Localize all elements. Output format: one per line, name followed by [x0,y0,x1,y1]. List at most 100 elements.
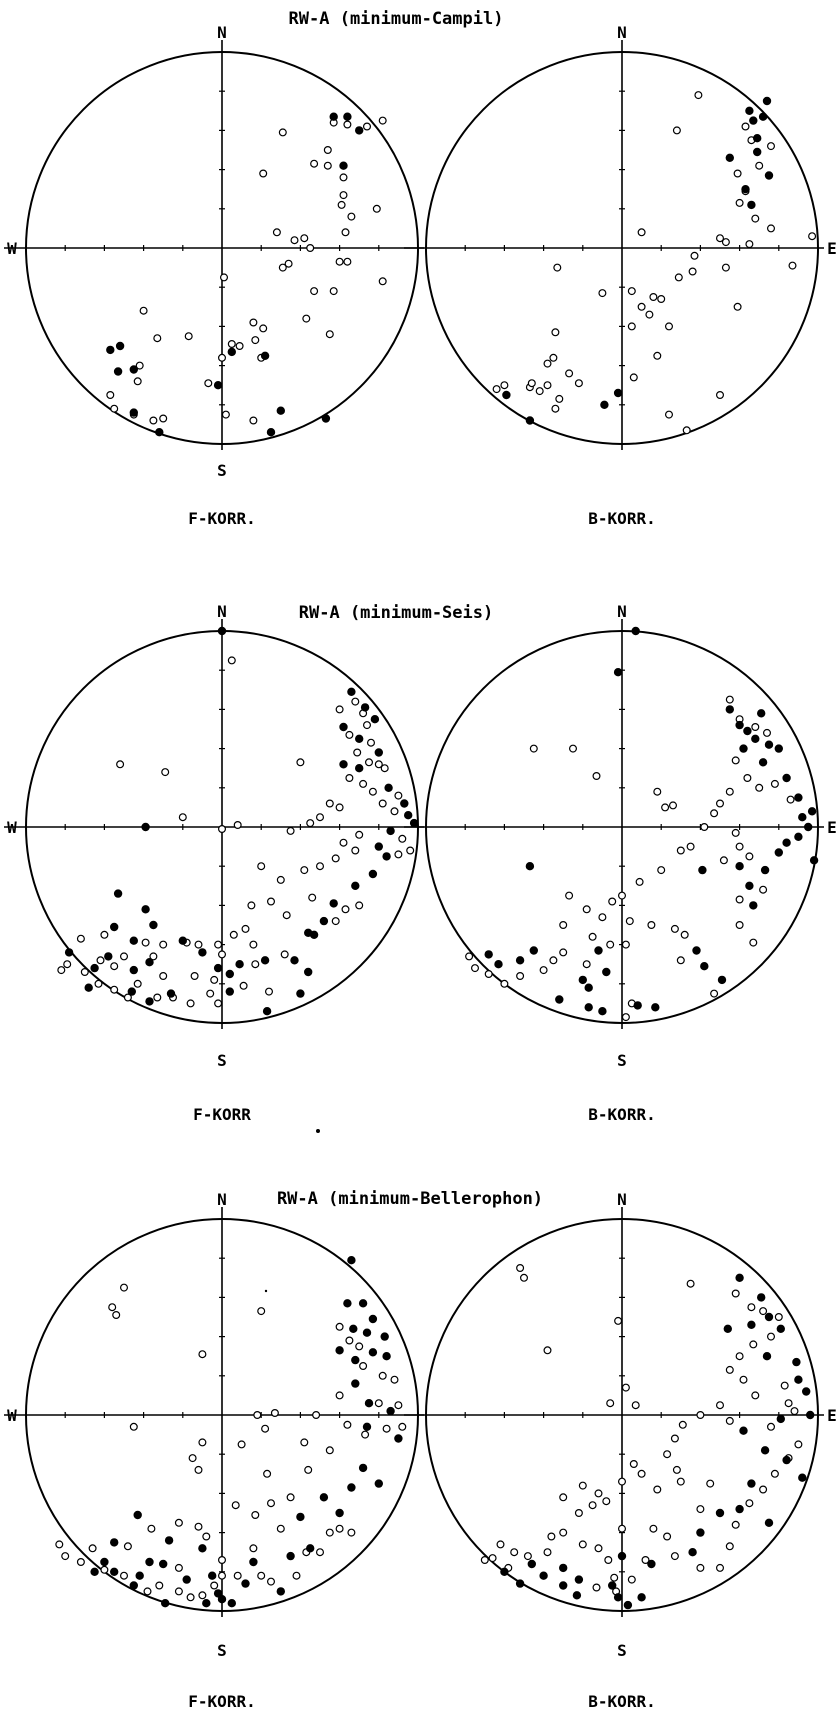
data-point-open [496,1540,505,1549]
data-point-open [594,1489,603,1498]
data-point-filled [198,948,207,957]
data-point-open [676,956,685,965]
data-point-filled [757,709,766,718]
data-point-filled [386,826,395,836]
data-point-open [241,924,250,933]
data-point-open [374,760,383,769]
data-point-open [353,748,362,757]
data-point-open [108,1303,117,1312]
data-point-open [627,322,636,331]
data-point-filled [806,1410,815,1420]
data-point-filled [594,946,603,955]
data-point-filled [539,1571,548,1580]
data-point-open [325,1446,334,1455]
data-point-filled [747,1320,756,1330]
data-point-open [672,126,681,135]
data-point-filled [792,1357,801,1367]
data-point-filled [617,1551,627,1561]
data-point-open [527,379,536,388]
data-point-filled [515,1579,525,1588]
data-point-open [94,979,103,988]
data-point-open [559,948,568,957]
data-point-open [221,410,230,419]
compass-north-label: N [217,23,227,42]
data-point-open [159,940,168,949]
data-point-filled [351,1379,360,1388]
data-point-open [739,1375,748,1384]
data-point-open [259,324,268,333]
data-point-open [227,340,236,349]
data-point-filled [227,347,236,357]
data-point-filled [217,1594,227,1604]
data-point-filled [762,96,772,106]
data-point-open [286,1493,295,1502]
data-point-open [741,122,750,131]
data-point-open [202,1532,211,1541]
data-point-filled [155,428,164,437]
data-point-open [725,1365,734,1374]
data-point-open [549,956,558,965]
data-point-open [627,1575,636,1584]
data-point-open [88,1544,97,1553]
data-point-open [296,758,305,767]
data-point-open [553,263,562,272]
data-point-filled [90,963,99,973]
data-point-filled [386,1406,395,1416]
stereonet-panel-2 [404,40,824,450]
data-point-filled [127,987,136,996]
data-point-open [335,803,344,812]
data-point-open [682,426,691,435]
panel-label: B-KORR. [588,1105,655,1124]
data-point-filled [584,1003,593,1012]
data-point-open [257,1307,266,1316]
data-point-open [710,809,719,818]
data-point-open [780,1381,789,1390]
data-point-open [680,930,689,939]
data-point-open [394,791,403,800]
data-point-open [368,787,377,796]
data-point-open [110,985,119,994]
data-point-open [119,1283,128,1292]
chart-row-3 [4,1207,824,1617]
data-point-open [55,1540,64,1549]
data-point-open [339,191,348,200]
data-point-open [257,862,266,871]
data-point-open [670,1434,679,1443]
data-point-open [335,1524,344,1533]
data-point-open [735,895,744,904]
data-point-open [759,1307,768,1316]
data-point-open [676,1477,685,1486]
data-point-open [363,721,372,730]
data-point-open [621,1383,630,1392]
compass-north-label: N [217,1190,227,1209]
compass-west-label: W [7,1406,17,1425]
data-point-filled [339,161,348,170]
data-point-open [488,1554,497,1563]
data-point-filled [141,822,150,832]
data-point-filled [725,705,735,714]
data-point-open [343,120,352,129]
data-point-open [174,1563,183,1572]
data-point-open [325,799,334,808]
data-point-open [543,1548,552,1557]
data-point-filled [735,862,744,871]
data-point-filled [743,726,752,736]
data-point-open [355,1342,364,1351]
data-point-filled [368,1348,378,1357]
data-point-filled [747,200,756,210]
data-point-open [100,1565,109,1574]
data-point-filled [164,1536,174,1545]
data-point-open [398,1422,407,1431]
data-point-open [617,1524,626,1533]
data-point-open [341,228,350,237]
data-point-open [480,1555,489,1564]
data-point-open [647,920,656,929]
data-point-open [306,819,315,828]
data-point-open [551,328,560,337]
data-point-open [731,1289,740,1298]
data-point-open [57,966,66,975]
data-point-open [247,901,256,910]
data-point-open [198,1438,207,1447]
data-point-filled [355,126,364,135]
data-point-filled [751,734,760,744]
